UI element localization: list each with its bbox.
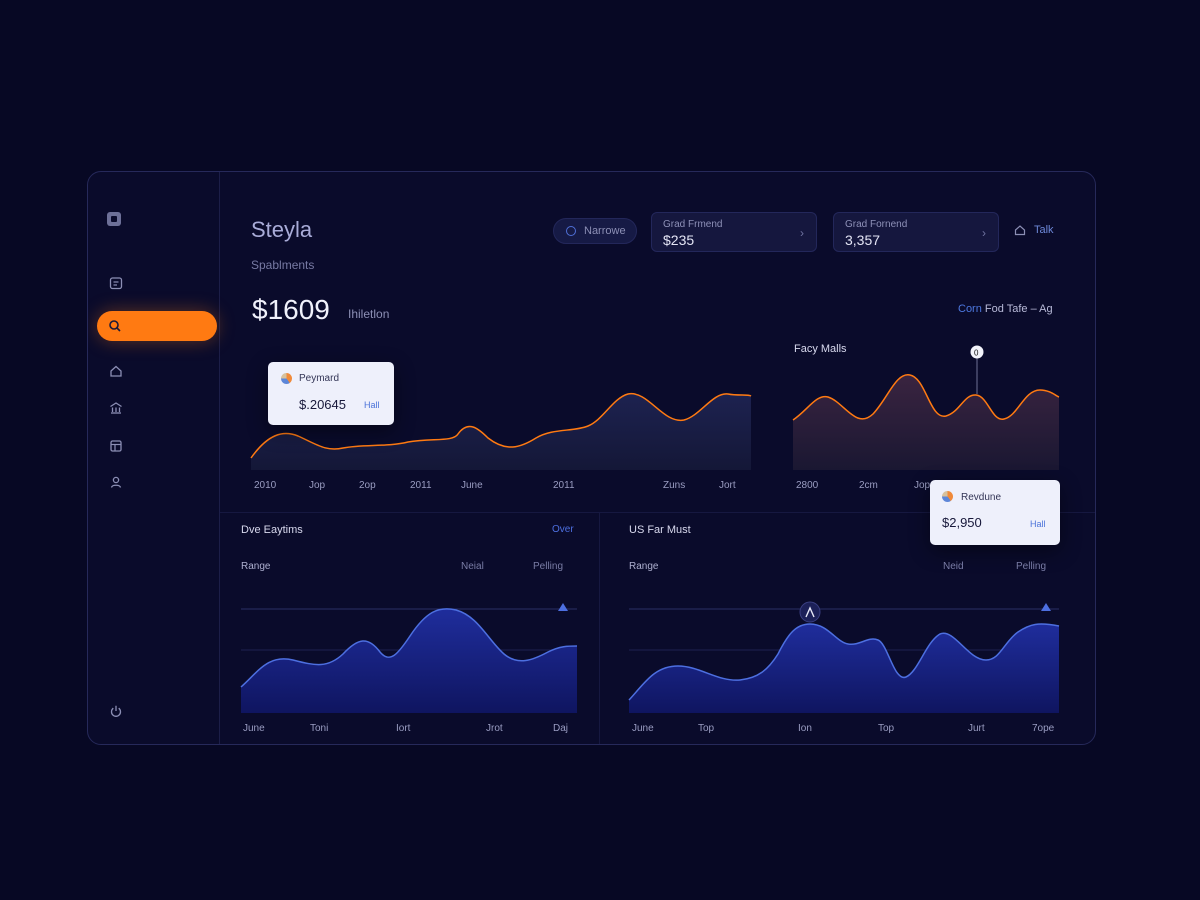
- search-icon: [106, 317, 124, 335]
- triangle-up-icon: [558, 603, 568, 611]
- panel-left-col2: Pelling: [533, 561, 564, 572]
- home-icon: [1014, 225, 1026, 236]
- side-chart-marker[interactable]: [970, 345, 984, 359]
- user-icon[interactable]: [106, 472, 126, 492]
- main-chart-tooltip: Peymard $.20645 Hall: [268, 362, 394, 425]
- stat-card-label: Grad Frmend: [663, 219, 723, 230]
- stat-card-1[interactable]: Grad Frmend $235 ›: [651, 212, 817, 252]
- layout-icon[interactable]: [106, 436, 126, 456]
- x-tick-label: Jort: [719, 480, 736, 491]
- tooltip-label: Revdune: [961, 492, 1002, 503]
- filter-pill[interactable]: Narrowe: [553, 218, 637, 244]
- x-tick-label: June: [632, 723, 654, 734]
- summary-value: $1609: [252, 294, 330, 325]
- x-tick-label: 2011: [410, 480, 432, 491]
- panel-right-col2: Pelling: [1016, 561, 1047, 572]
- panel-right-marker[interactable]: [799, 601, 821, 623]
- sidebar-item-search[interactable]: [97, 311, 217, 341]
- panel-left-area: [241, 608, 577, 713]
- tooltip-link[interactable]: Hall: [364, 400, 380, 410]
- charts-canvas: 2010 Jop 2op 2011 June 2011 Zuns Jort Fa…: [240, 343, 1060, 734]
- power-icon[interactable]: [106, 701, 126, 721]
- x-tick-label: Jop: [914, 480, 931, 491]
- stat-card-value: $235: [663, 232, 695, 248]
- panel-right-title: US Far Must: [629, 524, 691, 536]
- home-icon[interactable]: [106, 361, 126, 381]
- panel-left-sub: Range: [241, 561, 271, 572]
- x-tick-label: 2cm: [859, 480, 878, 491]
- range-link-accent: Corn: [958, 303, 982, 315]
- x-tick-label: Toni: [310, 723, 328, 734]
- calendar-icon[interactable]: [106, 273, 126, 293]
- panel-right-sub: Range: [629, 561, 659, 572]
- arrow-up-icon: [805, 606, 815, 618]
- x-tick-label: Zuns: [663, 480, 685, 491]
- chevron-right-icon: ›: [800, 226, 804, 240]
- panel-left-x-axis: June Toni Iort Jrot Daj: [243, 723, 568, 734]
- divider: [599, 513, 600, 744]
- divider: [220, 512, 1095, 513]
- dashboard-window: Steyla Spablments Narrowe Grad Frmend $2…: [87, 171, 1096, 745]
- sidebar: [88, 172, 220, 744]
- panel-left-line: [240, 608, 578, 688]
- panel-right-col1: Neid: [943, 561, 964, 572]
- x-tick-label: June: [461, 480, 483, 491]
- tooltip-value: $.20645: [299, 397, 346, 412]
- x-tick-label: Ion: [798, 723, 812, 734]
- stat-card-label: Grad Fornend: [845, 219, 908, 230]
- avatar: [281, 373, 292, 384]
- main-chart-x-axis: 2010 Jop 2op 2011 June 2011 Zuns Jort: [254, 480, 736, 491]
- x-tick-label: 2op: [359, 480, 376, 491]
- chevron-right-icon: ›: [982, 226, 986, 240]
- side-chart-tooltip: Revdune $2,950 Hall: [930, 480, 1060, 545]
- x-tick-label: 2800: [796, 480, 819, 491]
- tooltip-link[interactable]: Hall: [1030, 519, 1046, 529]
- talk-link[interactable]: Talk: [1014, 224, 1054, 236]
- x-tick-label: Top: [698, 723, 715, 734]
- panel-right-x-axis: June Top Ion Top Jurt 7ope: [632, 723, 1055, 734]
- side-chart-area: [793, 374, 1059, 470]
- side-chart-title: Facy Malls: [794, 343, 847, 355]
- stat-card-value: 3,357: [845, 232, 881, 248]
- range-link[interactable]: Corn Fod Tafe – Ag: [958, 303, 1053, 315]
- side-chart-line: [792, 374, 1060, 421]
- main-chart-line: [250, 393, 752, 459]
- main-chart-area: [251, 393, 751, 470]
- x-tick-label: June: [243, 723, 265, 734]
- x-tick-label: 2011: [553, 480, 575, 491]
- panel-left-link[interactable]: Over: [552, 524, 574, 535]
- page-title: Steyla: [251, 217, 313, 242]
- tooltip-value: $2,950: [942, 515, 982, 530]
- bank-icon[interactable]: [106, 398, 126, 418]
- side-chart-x-axis: 2800 2cm Jop: [796, 480, 931, 491]
- tooltip-label: Peymard: [299, 373, 340, 384]
- x-tick-label: 7ope: [1032, 723, 1055, 734]
- avatar: [942, 491, 953, 502]
- x-tick-label: Top: [878, 723, 895, 734]
- circle-icon: [566, 226, 576, 236]
- talk-label: Talk: [1034, 224, 1054, 236]
- x-tick-label: Daj: [553, 723, 568, 734]
- x-tick-label: Jrot: [486, 723, 503, 734]
- page-subtitle: Spablments: [251, 258, 315, 272]
- panel-left-col1: Neial: [461, 561, 484, 572]
- x-tick-label: Iort: [396, 723, 411, 734]
- panel-right-line: [628, 623, 1060, 701]
- x-tick-label: 2010: [254, 480, 277, 491]
- panel-right-area: [629, 624, 1059, 713]
- x-tick-label: Jop: [309, 480, 326, 491]
- summary-label: Ihiletlon: [348, 307, 390, 321]
- logo-icon[interactable]: [107, 212, 121, 226]
- stat-card-2[interactable]: Grad Fornend 3,357 ›: [833, 212, 999, 252]
- x-tick-label: Jurt: [968, 723, 985, 734]
- range-link-text: Fod Tafe – Ag: [984, 303, 1053, 315]
- side-chart-marker-label: 0: [974, 349, 979, 358]
- triangle-up-icon: [1041, 603, 1051, 611]
- filter-pill-label: Narrowe: [584, 225, 626, 237]
- panel-left-title: Dve Eaytims: [241, 524, 303, 536]
